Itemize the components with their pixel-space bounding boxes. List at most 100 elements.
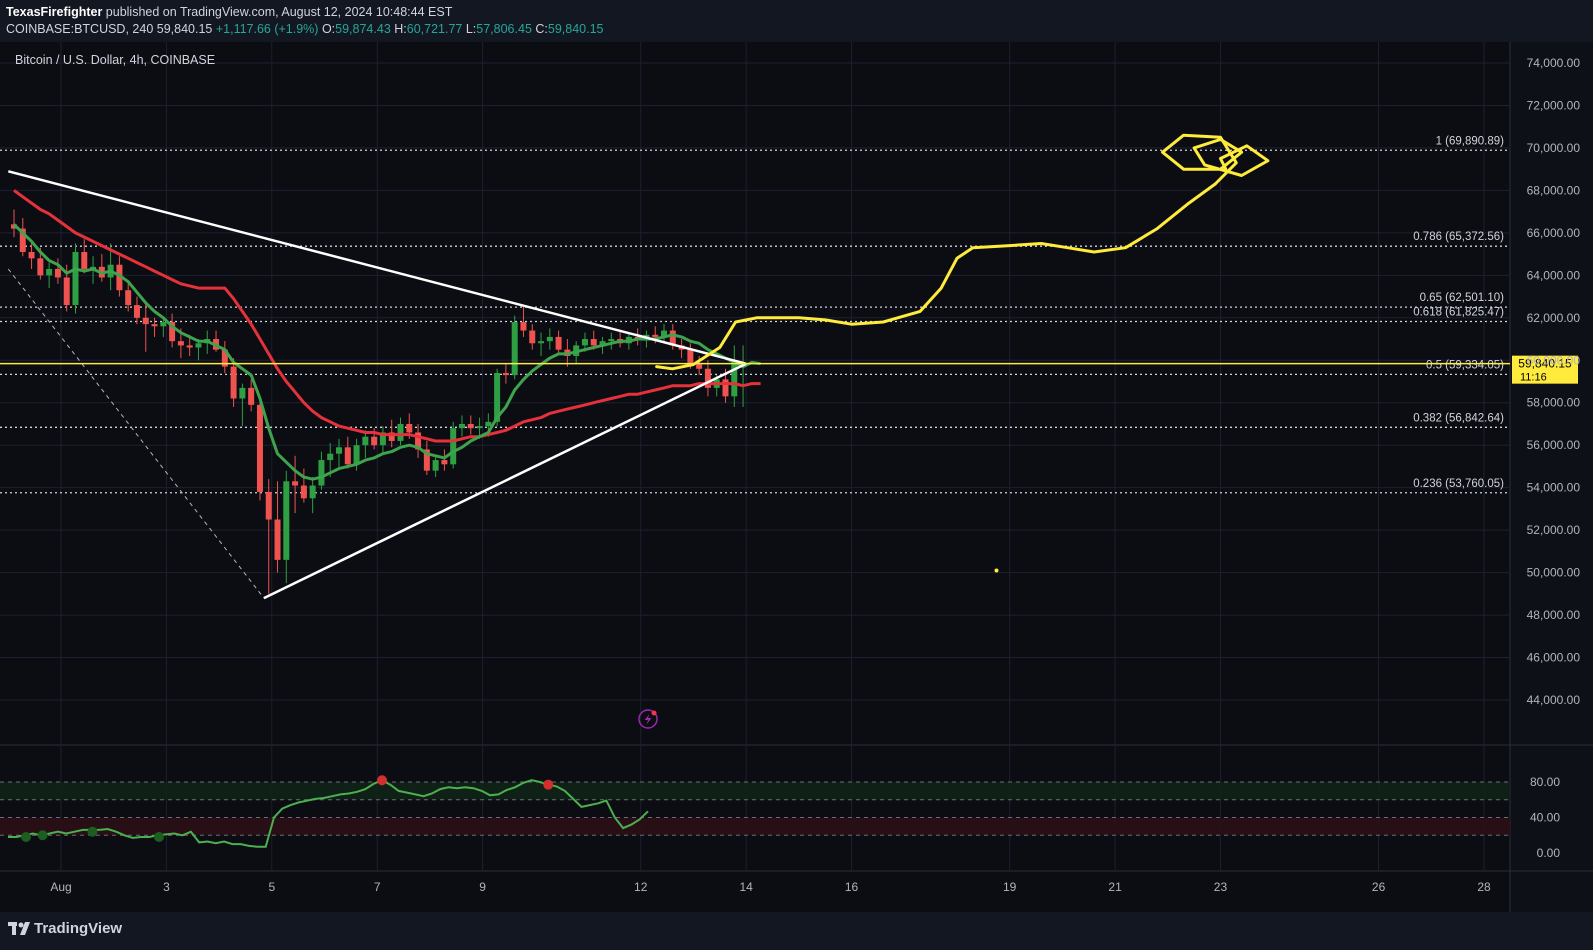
price-tick-label: 60,000.00 [1527, 353, 1581, 367]
price-tick-label: 52,000.00 [1527, 523, 1581, 537]
candle-body [142, 317, 149, 325]
price-tick-label: 66,000.00 [1527, 226, 1581, 240]
footer-bar: TradingView [0, 912, 1593, 950]
oscillator-tick-label: 80.00 [1530, 775, 1560, 789]
candle-body [63, 277, 70, 306]
user-drawings[interactable] [7, 133, 1270, 600]
time-axis[interactable]: Aug 3 5 7 9 12 14 16 19 21 23 26 28 [50, 880, 1491, 894]
oscillator-tick-label: 40.00 [1530, 811, 1560, 825]
candle-body [116, 264, 123, 291]
candle-body [283, 481, 290, 560]
stray-dot [994, 568, 999, 573]
target-scribble-drawing [1161, 133, 1270, 186]
overbought-signal-marker [543, 779, 554, 790]
overbought-zone [0, 782, 1510, 800]
candle-body [19, 228, 26, 252]
chart-background [0, 42, 1593, 912]
candle-body [336, 447, 343, 454]
time-tick-label: 23 [1214, 880, 1228, 894]
high-value: 60,721.77 [406, 22, 463, 36]
candle-body [265, 491, 272, 520]
price-tick-label: 56,000.00 [1527, 438, 1581, 452]
lightning-icon[interactable] [638, 709, 658, 729]
fib-level-label: 0.786 (65,372.56) [1413, 231, 1504, 243]
candle-body [520, 322, 527, 331]
candle-body [555, 336, 562, 350]
candle-body [327, 453, 334, 461]
candle-body [151, 324, 158, 327]
candle-body [379, 432, 386, 446]
price-tick-label: 58,000.00 [1527, 396, 1581, 410]
low-value: 57,806.45 [476, 22, 532, 36]
bar-countdown: 11:16 [1520, 372, 1547, 384]
candle-body [292, 481, 299, 486]
tradingview-logo[interactable]: TradingView [8, 920, 122, 937]
time-tick-label: 28 [1477, 880, 1491, 894]
candle-body [696, 364, 703, 369]
candle-body [608, 339, 615, 342]
candle-body [195, 343, 202, 348]
candle-body [46, 268, 53, 276]
high-label: H: [394, 22, 407, 36]
last-price: 59,840.15 [156, 22, 213, 36]
candle-body [669, 330, 676, 346]
oscillator-line [8, 779, 649, 848]
candle-body [28, 251, 35, 259]
close-label: C: [535, 22, 548, 36]
price-tick-label: 72,000.00 [1527, 98, 1581, 112]
time-tick-label: Aug [50, 880, 71, 894]
fib-level-label: 0.618 (61,825.47) [1413, 307, 1504, 319]
price-axis[interactable]: 74,000.00 72,000.00 70,000.00 68,000.00 66,0… [1527, 56, 1581, 707]
candle-body [239, 387, 246, 399]
candle-body [441, 460, 448, 465]
candle-body [186, 345, 193, 348]
candle-body [397, 423, 404, 441]
price-tick-label: 54,000.00 [1527, 481, 1581, 495]
dashed-leg-line [7, 268, 265, 599]
ema-slow-line [13, 189, 761, 443]
symbol-interval: COINBASE:BTCUSD, 240 [6, 22, 154, 36]
open-label: O: [321, 22, 336, 36]
moving-averages [12, 189, 761, 481]
candle-body [599, 341, 606, 346]
time-tick-label: 7 [374, 880, 381, 894]
candle-body [318, 460, 325, 486]
candle-body [72, 251, 79, 306]
time-tick-label: 21 [1108, 880, 1122, 894]
candle-body [687, 349, 694, 365]
candle-body [230, 366, 237, 399]
fib-level-label: 0.5 (59,334.05) [1426, 359, 1504, 371]
publication-byline: TexasFirefighter published on TradingVie… [6, 5, 452, 19]
price-tick-label: 48,000.00 [1527, 608, 1581, 622]
fib-level-label: 1 (69,890.89) [1436, 135, 1505, 147]
price-chart[interactable]: 1 (69,890.89) 0.786 (65,372.56) 0.65 (62,5… [0, 42, 1593, 912]
low-label: L: [465, 22, 477, 36]
triangle-lower-trendline [263, 362, 747, 600]
candle-body [221, 349, 228, 367]
candle-body [54, 268, 61, 278]
chart-title: Bitcoin / U.S. Dollar, 4h, COINBASE [15, 53, 215, 67]
oversold-signal-marker [37, 830, 48, 841]
fib-level-label: 0.65 (62,501.10) [1420, 292, 1505, 304]
time-tick-label: 26 [1372, 880, 1386, 894]
publication-header: TexasFirefighter published on TradingVie… [0, 0, 1593, 42]
projection-path-drawing [655, 182, 1217, 371]
candle-body [661, 330, 668, 337]
current-price-tag [1512, 355, 1578, 384]
candle-body [362, 436, 369, 446]
candle-body [538, 341, 545, 344]
author-name[interactable]: TexasFirefighter [6, 5, 103, 19]
candle-body [731, 364, 738, 397]
current-price-label: 59,840.15 [1518, 357, 1572, 371]
oversold-signal-marker [153, 832, 164, 843]
price-tick-label: 70,000.00 [1527, 141, 1581, 155]
candle-body [256, 404, 263, 492]
tradingview-brand: TradingView [34, 920, 123, 937]
price-axis-panel [1510, 42, 1593, 912]
candle-body [415, 432, 422, 450]
candle-body [502, 373, 509, 376]
candle-body [529, 330, 536, 344]
candle-body [546, 336, 553, 342]
price-tick-label: 50,000.00 [1527, 566, 1581, 580]
